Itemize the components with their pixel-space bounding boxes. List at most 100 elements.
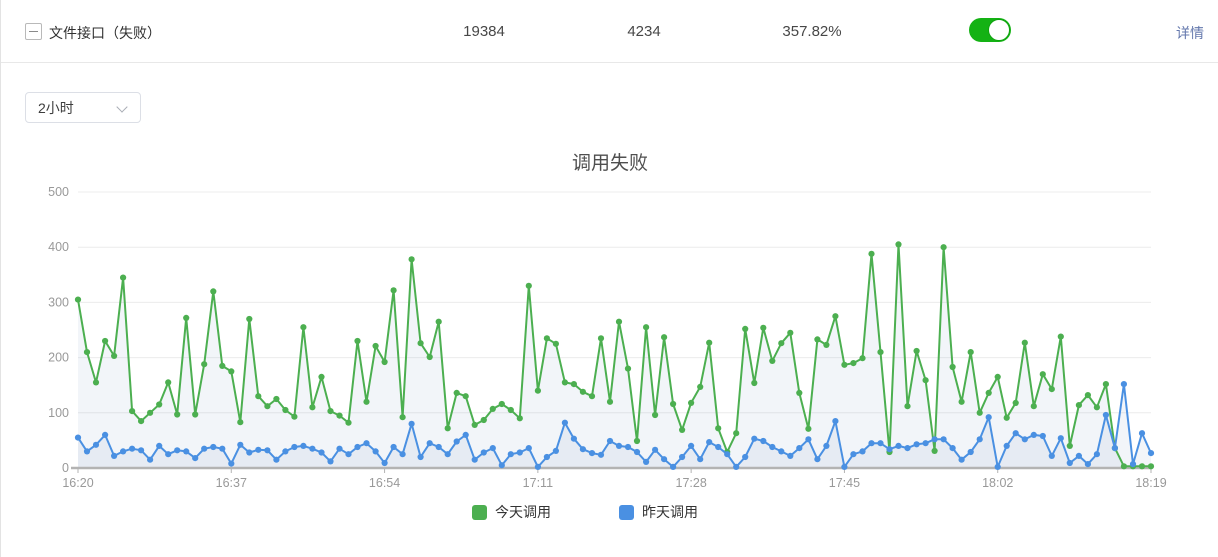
today-data-point[interactable] bbox=[624, 365, 632, 372]
today-data-point[interactable] bbox=[255, 393, 262, 400]
today-data-point[interactable] bbox=[74, 296, 82, 303]
yesterday-data-point[interactable] bbox=[417, 453, 424, 461]
today-data-point[interactable] bbox=[83, 349, 91, 356]
yesterday-data-point[interactable] bbox=[1084, 461, 1091, 468]
today-data-point[interactable] bbox=[579, 388, 587, 395]
yesterday-data-point[interactable] bbox=[633, 448, 641, 456]
today-data-point[interactable] bbox=[489, 405, 496, 412]
detail-link[interactable]: 详情 bbox=[1176, 25, 1204, 41]
yesterday-data-point[interactable] bbox=[670, 463, 677, 470]
today-data-point[interactable] bbox=[165, 379, 172, 386]
yesterday-data-point[interactable] bbox=[273, 456, 280, 463]
today-data-point[interactable] bbox=[661, 334, 668, 341]
yesterday-data-point[interactable] bbox=[1048, 452, 1055, 459]
today-data-point[interactable] bbox=[273, 395, 280, 403]
yesterday-data-point[interactable] bbox=[859, 448, 866, 455]
yesterday-data-point[interactable] bbox=[1129, 461, 1137, 468]
yesterday-data-point[interactable] bbox=[264, 447, 271, 454]
yesterday-data-point[interactable] bbox=[480, 449, 487, 456]
yesterday-data-point[interactable] bbox=[895, 442, 902, 449]
yesterday-data-point[interactable] bbox=[534, 463, 542, 470]
yesterday-data-point[interactable] bbox=[345, 451, 352, 458]
today-data-point[interactable] bbox=[570, 381, 578, 388]
today-data-point[interactable] bbox=[814, 336, 821, 343]
today-data-point[interactable] bbox=[129, 408, 136, 415]
yesterday-data-point[interactable] bbox=[102, 431, 109, 438]
legend-item-yesterday[interactable]: 昨天调用 bbox=[619, 502, 698, 522]
today-data-point[interactable] bbox=[462, 393, 469, 400]
yesterday-data-point[interactable] bbox=[1003, 442, 1010, 449]
yesterday-data-point[interactable] bbox=[543, 453, 551, 461]
yesterday-data-point[interactable] bbox=[435, 443, 442, 451]
today-data-point[interactable] bbox=[408, 256, 415, 263]
yesterday-data-point[interactable] bbox=[210, 443, 217, 451]
yesterday-data-point[interactable] bbox=[597, 451, 605, 458]
today-data-point[interactable] bbox=[769, 357, 776, 364]
yesterday-data-point[interactable] bbox=[1057, 435, 1064, 442]
yesterday-data-point[interactable] bbox=[300, 442, 307, 449]
today-data-point[interactable] bbox=[949, 363, 956, 371]
yesterday-data-point[interactable] bbox=[1030, 431, 1037, 438]
yesterday-data-point[interactable] bbox=[787, 452, 794, 459]
today-data-point[interactable] bbox=[1021, 339, 1028, 346]
yesterday-data-point[interactable] bbox=[832, 418, 839, 425]
yesterday-data-point[interactable] bbox=[246, 449, 253, 456]
today-data-point[interactable] bbox=[751, 379, 758, 387]
today-data-point[interactable] bbox=[92, 379, 100, 386]
today-data-point[interactable] bbox=[1075, 402, 1082, 409]
yesterday-data-point[interactable] bbox=[498, 462, 505, 469]
yesterday-data-point[interactable] bbox=[904, 445, 911, 452]
yesterday-data-point[interactable] bbox=[381, 459, 388, 467]
yesterday-data-point[interactable] bbox=[1138, 430, 1146, 437]
yesterday-data-point[interactable] bbox=[724, 451, 731, 458]
today-data-point[interactable] bbox=[192, 411, 199, 418]
yesterday-data-point[interactable] bbox=[1093, 451, 1100, 458]
yesterday-data-point[interactable] bbox=[372, 448, 379, 455]
yesterday-data-point[interactable] bbox=[363, 440, 370, 447]
today-data-point[interactable] bbox=[1102, 381, 1109, 388]
today-data-point[interactable] bbox=[300, 324, 307, 331]
yesterday-data-point[interactable] bbox=[255, 446, 262, 453]
yesterday-data-point[interactable] bbox=[1039, 432, 1046, 440]
today-data-point[interactable] bbox=[805, 425, 812, 432]
yesterday-data-point[interactable] bbox=[706, 439, 713, 446]
today-data-point[interactable] bbox=[390, 287, 397, 294]
yesterday-data-point[interactable] bbox=[390, 443, 397, 451]
today-data-point[interactable] bbox=[372, 342, 379, 350]
yesterday-data-point[interactable] bbox=[976, 436, 983, 443]
yesterday-data-point[interactable] bbox=[327, 458, 334, 465]
today-data-point[interactable] bbox=[1093, 404, 1100, 411]
yesterday-data-point[interactable] bbox=[823, 442, 830, 449]
today-data-point[interactable] bbox=[336, 412, 343, 419]
legend-item-today[interactable]: 今天调用 bbox=[472, 502, 551, 522]
yesterday-data-point[interactable] bbox=[219, 445, 226, 452]
today-data-point[interactable] bbox=[399, 414, 406, 421]
today-data-point[interactable] bbox=[877, 349, 884, 356]
yesterday-data-point[interactable] bbox=[92, 441, 100, 448]
today-data-point[interactable] bbox=[444, 425, 451, 432]
today-data-point[interactable] bbox=[670, 400, 677, 408]
yesterday-data-point[interactable] bbox=[74, 434, 82, 441]
yesterday-data-point[interactable] bbox=[751, 435, 758, 442]
today-data-point[interactable] bbox=[679, 426, 686, 433]
yesterday-data-point[interactable] bbox=[1012, 430, 1019, 437]
yesterday-data-point[interactable] bbox=[453, 438, 460, 445]
today-data-point[interactable] bbox=[291, 413, 298, 420]
yesterday-data-point[interactable] bbox=[471, 456, 478, 463]
today-data-point[interactable] bbox=[417, 340, 424, 347]
yesterday-data-point[interactable] bbox=[985, 414, 992, 421]
today-data-point[interactable] bbox=[183, 314, 190, 321]
yesterday-data-point[interactable] bbox=[201, 445, 208, 452]
yesterday-data-point[interactable] bbox=[83, 448, 91, 455]
today-data-point[interactable] bbox=[426, 353, 433, 361]
today-data-point[interactable] bbox=[895, 241, 902, 248]
today-data-point[interactable] bbox=[1138, 463, 1146, 470]
today-data-point[interactable] bbox=[1048, 386, 1055, 393]
today-data-point[interactable] bbox=[733, 430, 740, 437]
today-data-point[interactable] bbox=[309, 404, 316, 411]
today-data-point[interactable] bbox=[967, 349, 974, 356]
yesterday-data-point[interactable] bbox=[886, 446, 893, 453]
today-data-point[interactable] bbox=[246, 315, 253, 323]
today-data-point[interactable] bbox=[940, 244, 947, 251]
today-data-point[interactable] bbox=[841, 361, 848, 368]
